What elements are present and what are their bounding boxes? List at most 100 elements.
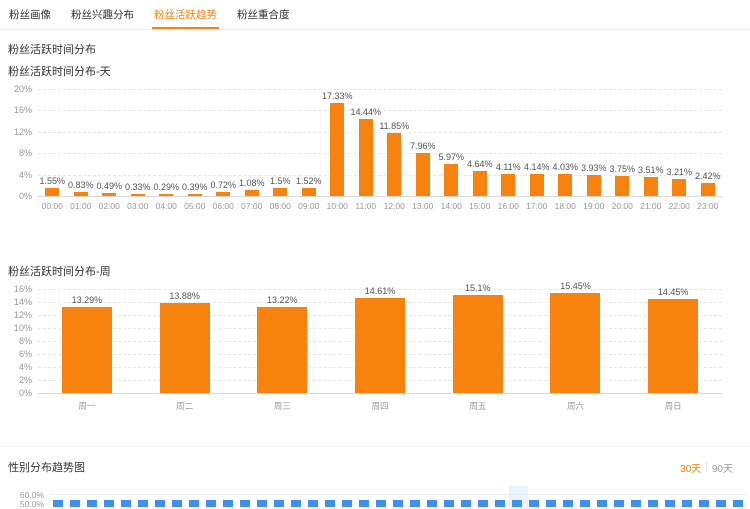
bar [358, 118, 373, 196]
bar-value-label: 0.83% [67, 179, 94, 190]
bar-column: 13.88% [136, 289, 234, 393]
y-axis-label: 16% [13, 105, 32, 115]
x-axis-label: 22:00 [668, 201, 690, 211]
bar [159, 194, 174, 196]
bar-value-label: 3.93% [580, 163, 607, 173]
bar [45, 187, 60, 196]
bar-column: 4.64% [466, 89, 495, 196]
y-axis-label: 20% [13, 84, 32, 94]
section-title-gender-trend: 性别分布趋势图 [8, 462, 85, 474]
bar-value-label: 11.85% [379, 120, 410, 131]
bar-value-label: 14.45% [657, 287, 689, 298]
y-axis-label: 12% [13, 310, 32, 320]
x-axis-label: 17:00 [526, 201, 548, 211]
x-axis-label: 12:00 [383, 201, 405, 211]
y-axis-label: 4% [18, 170, 32, 180]
bar [330, 103, 345, 196]
range-option-30d[interactable]: 30天 [680, 464, 702, 475]
bar-column: 0.49% [95, 89, 124, 196]
gridline [38, 110, 722, 111]
x-axis-label: 05:00 [184, 201, 206, 211]
y-axis-label: 12% [13, 127, 32, 137]
bar-value-label: 13.29% [71, 294, 103, 305]
tab-bar: 粉丝画像 粉丝兴趣分布 粉丝活跃趋势 粉丝重合度 [0, 0, 750, 30]
bar [257, 307, 308, 393]
x-axis-label: 03:00 [127, 201, 149, 211]
bar-column: 3.51% [637, 89, 666, 196]
bar-value-label: 0.49% [96, 181, 123, 192]
bar [529, 173, 544, 196]
x-axis-label: 21:00 [640, 201, 662, 211]
x-axis-label: 08:00 [269, 201, 291, 211]
y-axis-label: 0% [18, 191, 32, 201]
bar [615, 175, 630, 196]
x-axis-label: 周二 [176, 401, 194, 411]
y-axis-label: 0% [18, 388, 32, 398]
gridline [38, 89, 722, 90]
bar-value-label: 13.22% [267, 295, 298, 306]
y-axis-label: 8% [18, 336, 32, 346]
bar-value-label: 4.14% [523, 161, 550, 172]
x-axis-label: 周六 [566, 401, 584, 411]
bar [301, 187, 316, 196]
gridline [38, 132, 722, 133]
bar-value-label: 1.5% [269, 176, 291, 186]
x-axis-label: 07:00 [241, 201, 263, 211]
bar-value-label: 3.75% [609, 163, 636, 174]
date-range-toggle: 30天 | 90天 [680, 460, 733, 475]
x-axis-label: 09:00 [298, 201, 320, 211]
x-axis-label: 00:00 [41, 201, 63, 211]
bar-value-label: 4.11% [495, 162, 521, 172]
x-axis-label: 周五 [469, 401, 487, 411]
bar-column: 14.44% [350, 89, 381, 196]
bar [159, 302, 210, 393]
tab-fan-interest[interactable]: 粉丝兴趣分布 [71, 8, 134, 21]
bar-column: 3.75% [608, 89, 637, 196]
x-axis-label: 10:00 [326, 201, 348, 211]
tab-fan-portrait[interactable]: 粉丝画像 [9, 8, 51, 21]
range-option-90d[interactable]: 90天 [711, 464, 733, 475]
gridline [38, 393, 722, 394]
gridline [38, 175, 722, 176]
x-axis-label: 11:00 [355, 201, 377, 211]
x-axis-label: 06:00 [212, 201, 234, 211]
gender-trend-dashed-line [53, 500, 745, 507]
bar-value-label: 1.52% [295, 175, 322, 186]
y-axis-label: 2% [18, 375, 32, 385]
bar-column: 5.97% [437, 89, 466, 196]
x-axis-label: 19:00 [583, 201, 605, 211]
bar-value-label: 3.21% [666, 166, 693, 177]
x-axis-label: 周日 [664, 401, 682, 411]
bar-column: 4.14% [523, 89, 552, 196]
bar-column: 1.55% [38, 89, 67, 196]
y-axis-label: 10% [13, 323, 32, 333]
bar-column: 1.52% [295, 89, 324, 196]
bar-value-label: 4.64% [466, 159, 493, 170]
x-axis-label: 18:00 [554, 201, 576, 211]
bar-column: 3.93% [580, 89, 609, 196]
bar-value-label: 2.42% [694, 171, 721, 182]
bar [102, 193, 117, 196]
tab-fan-activity-trend[interactable]: 粉丝活跃趋势 [152, 2, 219, 29]
x-axis-label: 周四 [371, 401, 389, 411]
x-axis-label: 23:00 [697, 201, 719, 211]
bar [700, 183, 715, 196]
tab-fan-overlap[interactable]: 粉丝重合度 [237, 8, 290, 21]
bar-column: 3.21% [665, 89, 694, 196]
range-separator: | [705, 462, 708, 473]
gender-y-label-50: 50.0% [19, 499, 44, 509]
bar-column: 7.96% [409, 89, 438, 196]
chart-week: 16% 14% 12% 10% 8% 6% 4% 2% 0% 13.29% 13.88% 13.22%… [0, 281, 750, 398]
chart-title-day: 粉丝活跃时间分布-天 [8, 66, 111, 78]
bar-column: 1.08% [238, 89, 267, 196]
bar-value-label: 13.88% [169, 290, 200, 301]
bar-value-label: 0.29% [153, 182, 180, 193]
bar [216, 192, 231, 196]
chart-day: 20% 16% 12% 8% 4% 0% 1.55% 0.83% 0.49% 0.33% 0.29%… [0, 84, 750, 201]
section-divider [0, 446, 750, 447]
section-title-active-time: 粉丝活跃时间分布 [8, 44, 96, 56]
y-axis-label: 14% [13, 297, 32, 307]
bar-column: 4.03% [551, 89, 580, 196]
bar [387, 132, 402, 196]
bar [444, 164, 459, 196]
